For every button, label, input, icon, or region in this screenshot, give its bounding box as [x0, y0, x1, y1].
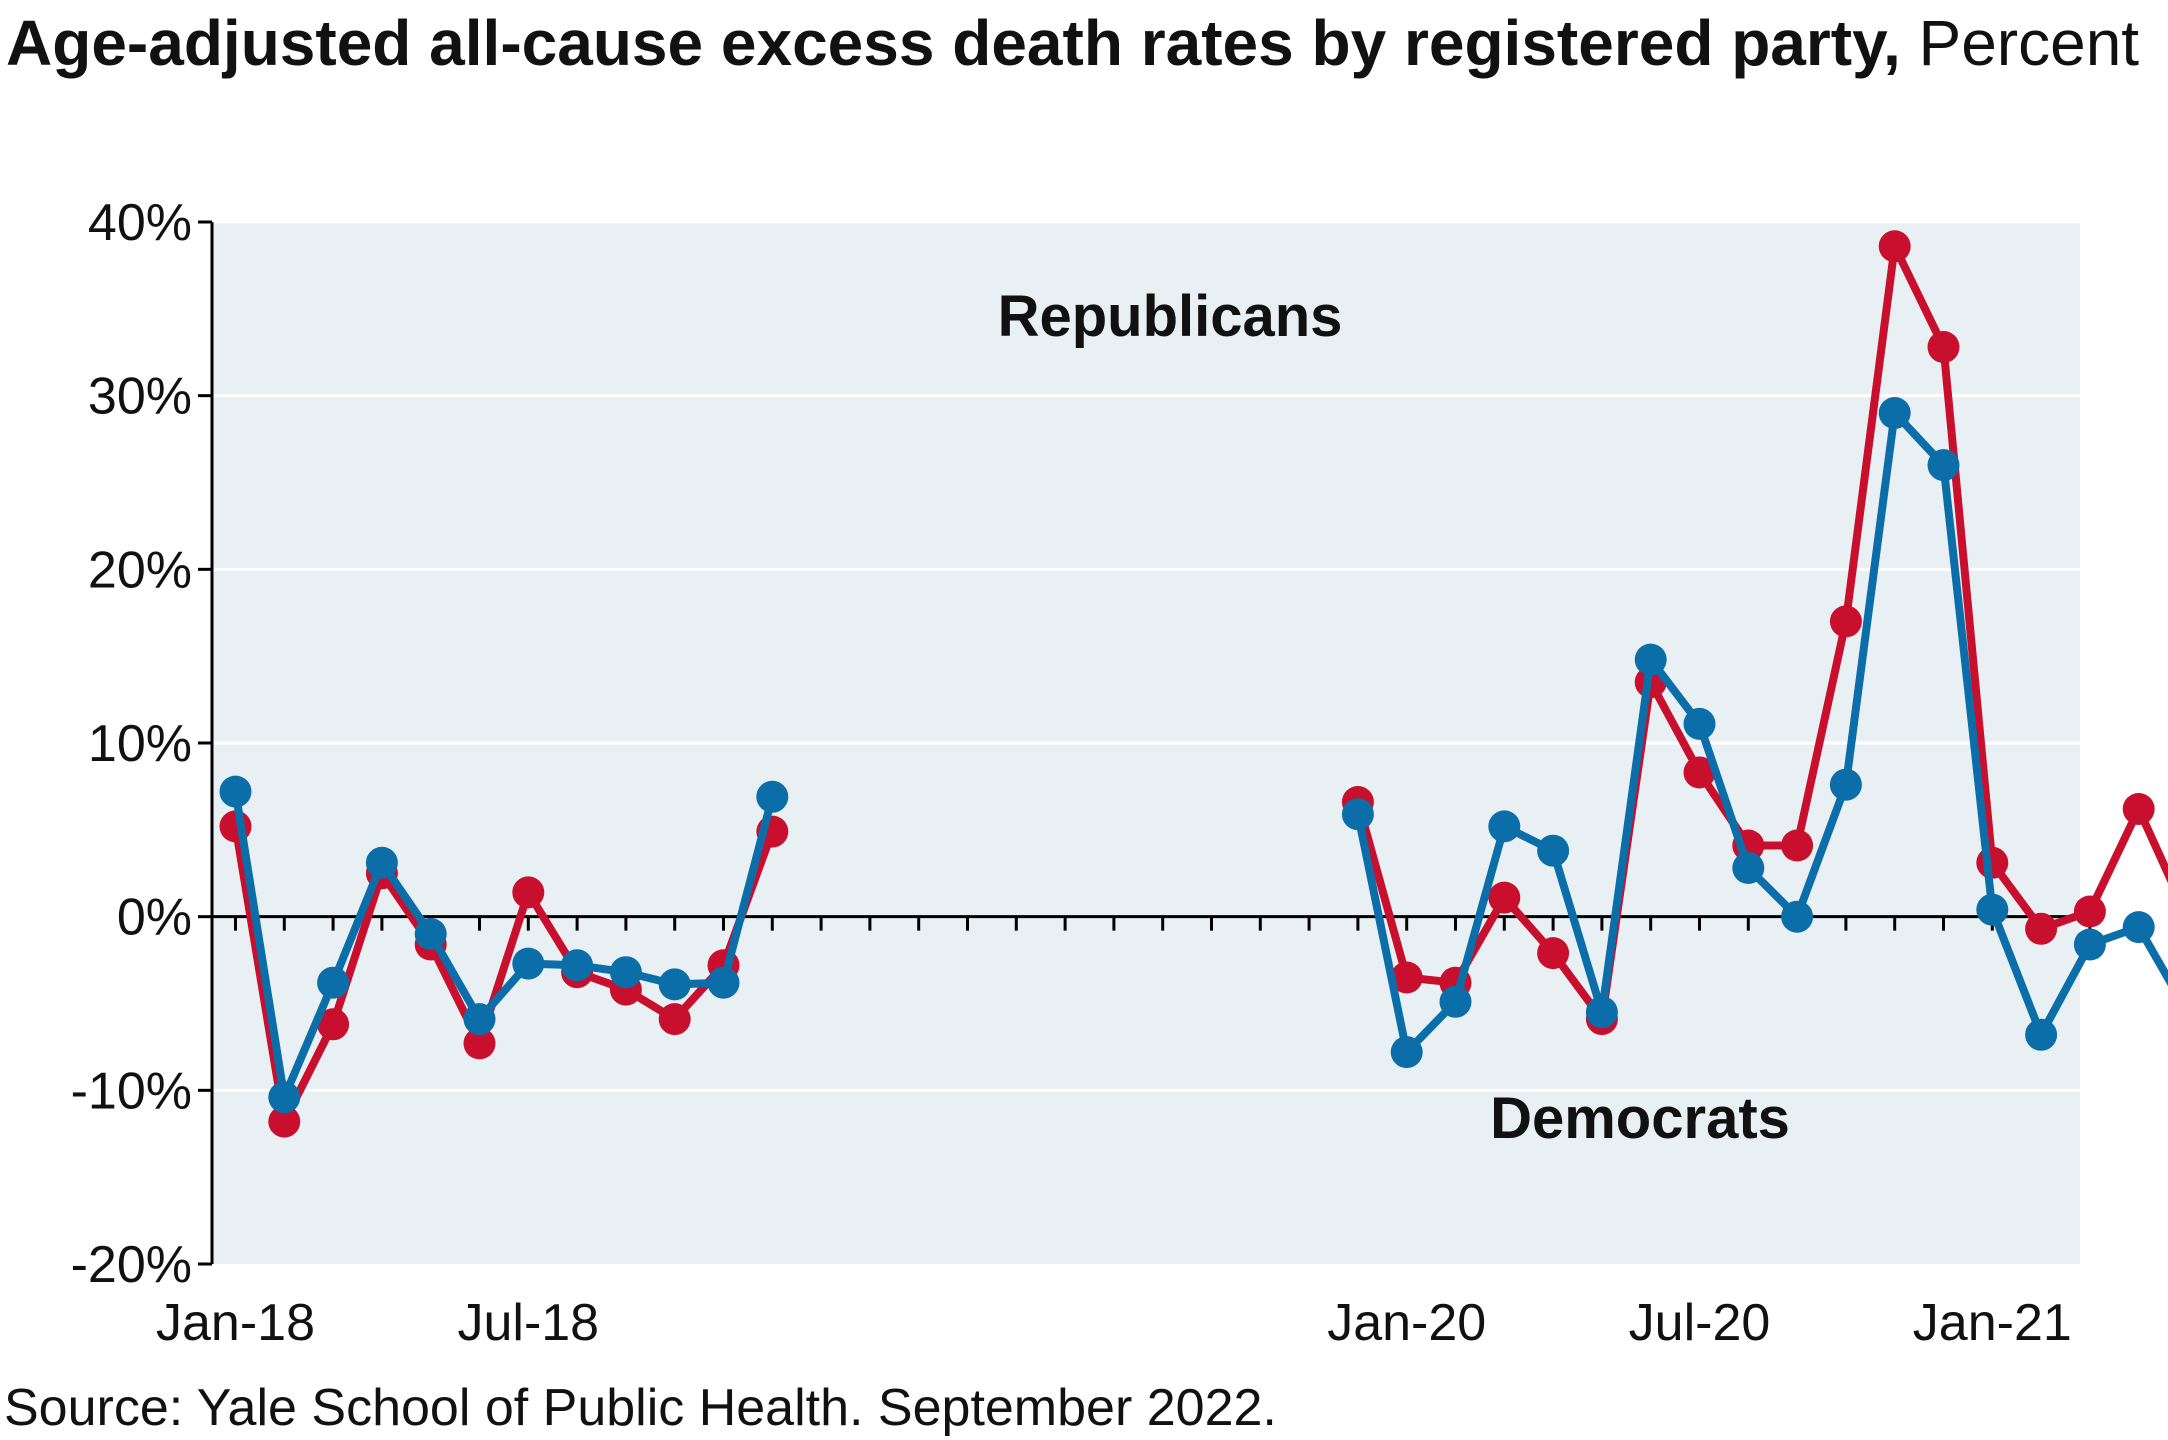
data-point [1781, 829, 1814, 862]
data-point [1976, 893, 2009, 926]
data-point [1439, 985, 1472, 1018]
data-point [1781, 900, 1814, 933]
data-point [1488, 881, 1521, 914]
y-tick-label: 10% [88, 715, 192, 773]
y-tick-label: -20% [71, 1236, 192, 1294]
data-point [463, 1003, 496, 1036]
data-point [2122, 793, 2155, 825]
data-point [1683, 707, 1716, 740]
data-point [1537, 937, 1570, 970]
data-point [1927, 449, 1960, 482]
data-point [756, 780, 789, 813]
x-tick-label: Jan-18 [156, 1294, 315, 1352]
chart-title-block: Age-adjusted all-cause excess death rate… [6, 6, 2156, 80]
x-tick-label: Jul-20 [1629, 1294, 1771, 1352]
x-tick-labels: Jan-18Jul-18Jan-20Jul-20Jan-21Jul-21Jan-… [156, 1294, 2072, 1352]
data-point [414, 918, 447, 950]
data-point [317, 1008, 350, 1041]
data-point [1390, 961, 1423, 994]
data-point [1488, 810, 1521, 843]
data-point [1390, 1036, 1423, 1069]
label-democrats: Democrats [1490, 1086, 1790, 1151]
data-point [1927, 331, 1960, 363]
data-point [1878, 230, 1911, 263]
y-tick-labels: 40% 30% 20% 10% 0% -10% -20% [71, 194, 192, 1294]
source-note: Source: Yale School of Public Health. Se… [4, 1379, 1277, 1437]
chart-title: Age-adjusted all-cause excess death rate… [6, 7, 1901, 79]
series-group [219, 230, 2168, 1138]
x-tick-label: Jan-20 [1327, 1294, 1486, 1352]
y-tick-label: -10% [71, 1062, 192, 1120]
series-labels: Republicans Democrats [998, 284, 1790, 1151]
data-point [2122, 911, 2155, 944]
data-point [1829, 768, 1862, 801]
data-point [1829, 605, 1862, 638]
gridlines [212, 220, 2080, 1092]
data-point [512, 876, 545, 909]
data-point [1878, 397, 1911, 429]
data-point [463, 1027, 496, 1060]
y-tick-label: 20% [88, 541, 192, 599]
data-point [1683, 756, 1716, 789]
data-point [707, 966, 740, 999]
label-republicans: Republicans [998, 284, 1343, 349]
data-point [219, 775, 252, 808]
series-democrats [219, 397, 2168, 1114]
x-tick-label: Jan-21 [1913, 1294, 2072, 1352]
data-point [1732, 852, 1765, 884]
data-point [512, 947, 545, 980]
data-point [1634, 643, 1667, 676]
data-point [561, 949, 594, 982]
y-tick-label: 0% [117, 889, 192, 947]
data-point [268, 1081, 301, 1114]
data-point [2025, 912, 2058, 945]
data-point [1341, 798, 1374, 831]
y-tick-label: 40% [88, 194, 192, 252]
data-point [1585, 996, 1618, 1029]
chart-unit: Percent [1918, 7, 2140, 79]
data-point [268, 1105, 301, 1138]
data-point [317, 966, 350, 999]
data-point [2073, 928, 2106, 961]
data-point [658, 1003, 691, 1036]
data-point [1537, 834, 1570, 867]
data-point [658, 968, 691, 1001]
data-point [609, 956, 642, 989]
data-point [365, 846, 398, 879]
data-point [2025, 1018, 2058, 1051]
x-tick-label: Jul-18 [457, 1294, 599, 1352]
y-tick-label: 30% [88, 368, 192, 426]
data-point [2073, 895, 2106, 928]
